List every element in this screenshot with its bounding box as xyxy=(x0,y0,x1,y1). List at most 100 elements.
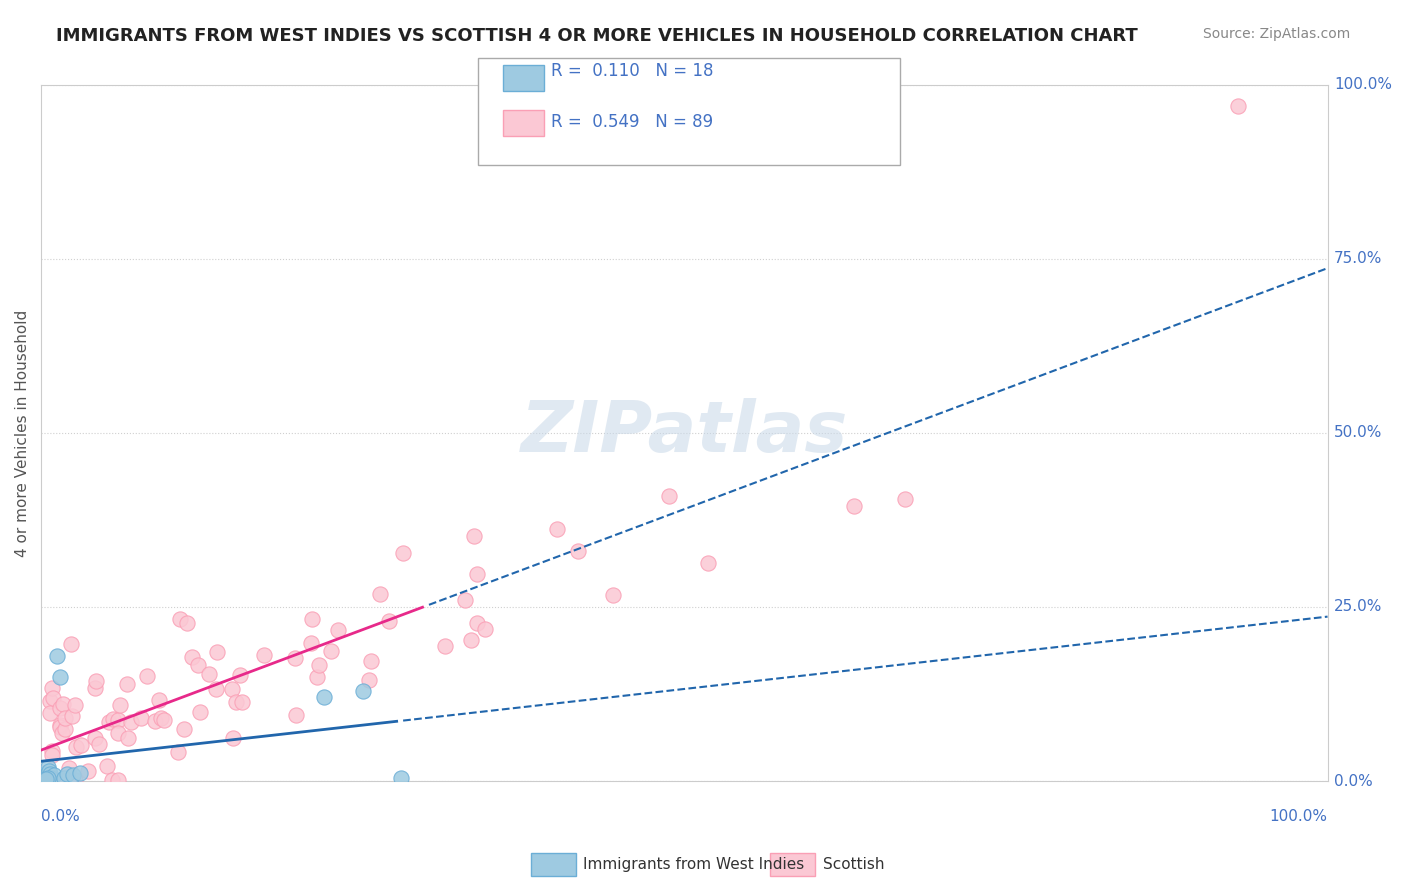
Point xyxy=(181,649,204,664)
Point xyxy=(696,556,718,570)
Point xyxy=(52,697,75,711)
Point xyxy=(221,682,243,697)
Point xyxy=(1226,99,1249,113)
Point xyxy=(49,720,72,734)
Point xyxy=(70,738,93,752)
Point xyxy=(62,768,84,782)
Point xyxy=(41,681,63,695)
Point xyxy=(205,681,228,696)
Point xyxy=(56,767,79,781)
Point xyxy=(87,737,110,751)
Point xyxy=(37,760,59,774)
Point xyxy=(45,648,67,663)
Point xyxy=(231,695,253,709)
Point xyxy=(222,731,245,745)
Point xyxy=(360,654,382,668)
Point xyxy=(454,593,477,607)
Point xyxy=(39,767,62,781)
Point xyxy=(115,677,138,691)
Point xyxy=(41,771,63,785)
Point xyxy=(60,637,83,651)
Point xyxy=(101,712,124,726)
Point xyxy=(42,768,65,782)
Point xyxy=(107,725,129,739)
Text: R =  0.110   N = 18: R = 0.110 N = 18 xyxy=(551,62,714,80)
Point xyxy=(53,722,76,736)
Point xyxy=(84,674,107,689)
Point xyxy=(433,639,456,653)
Point xyxy=(135,669,157,683)
Point xyxy=(225,695,247,709)
Point xyxy=(34,771,56,785)
Point xyxy=(69,765,91,780)
Text: Source: ZipAtlas.com: Source: ZipAtlas.com xyxy=(1202,27,1350,41)
Point xyxy=(51,772,73,787)
Point xyxy=(844,499,866,513)
Point xyxy=(53,771,76,785)
Point xyxy=(131,711,153,725)
Point xyxy=(284,708,307,723)
Point xyxy=(38,764,60,778)
Text: 0.0%: 0.0% xyxy=(1334,773,1372,789)
Point xyxy=(58,761,80,775)
Text: 25.0%: 25.0% xyxy=(1334,599,1382,615)
Point xyxy=(284,651,307,665)
Point xyxy=(84,731,107,745)
Point xyxy=(110,698,132,712)
Point xyxy=(198,666,221,681)
Point xyxy=(463,529,485,543)
Point xyxy=(308,658,330,673)
Point xyxy=(894,492,917,507)
Point xyxy=(51,725,73,739)
Point xyxy=(176,615,198,630)
Point xyxy=(314,690,336,705)
Text: 100.0%: 100.0% xyxy=(1270,809,1327,824)
Point xyxy=(378,615,401,629)
Text: R =  0.549   N = 89: R = 0.549 N = 89 xyxy=(551,113,713,131)
Point xyxy=(465,615,488,630)
Point xyxy=(107,713,129,727)
Point xyxy=(117,731,139,746)
Point xyxy=(42,690,65,705)
Point xyxy=(149,711,172,725)
Point xyxy=(188,705,211,719)
Point xyxy=(173,722,195,736)
Point xyxy=(55,711,77,725)
Point xyxy=(389,771,412,785)
Point xyxy=(167,745,190,759)
Point xyxy=(229,668,252,682)
Point xyxy=(60,708,83,723)
Point xyxy=(48,701,70,715)
Point xyxy=(326,624,349,638)
Point xyxy=(169,611,191,625)
Point xyxy=(49,670,72,684)
Point xyxy=(35,772,58,786)
Point xyxy=(39,706,62,720)
Point xyxy=(41,744,63,758)
Point xyxy=(460,632,482,647)
Point xyxy=(152,714,174,728)
Point xyxy=(205,645,228,659)
Point xyxy=(32,767,55,781)
Point xyxy=(37,771,59,785)
Point xyxy=(253,648,276,662)
Point xyxy=(465,567,488,582)
Point xyxy=(368,587,391,601)
Point xyxy=(546,522,568,536)
Point xyxy=(321,644,343,658)
Point xyxy=(63,698,86,712)
Point xyxy=(567,544,589,558)
Point xyxy=(107,772,129,787)
Point xyxy=(41,747,63,762)
Point xyxy=(63,772,86,787)
Point xyxy=(37,772,59,787)
Point xyxy=(602,588,624,602)
Point xyxy=(76,764,98,779)
Text: IMMIGRANTS FROM WEST INDIES VS SCOTTISH 4 OR MORE VEHICLES IN HOUSEHOLD CORRELAT: IMMIGRANTS FROM WEST INDIES VS SCOTTISH … xyxy=(56,27,1137,45)
Point xyxy=(301,611,323,625)
Point xyxy=(474,622,496,636)
Text: 100.0%: 100.0% xyxy=(1334,78,1392,93)
Y-axis label: 4 or more Vehicles in Household: 4 or more Vehicles in Household xyxy=(15,310,30,557)
Point xyxy=(187,657,209,672)
Point xyxy=(352,683,374,698)
